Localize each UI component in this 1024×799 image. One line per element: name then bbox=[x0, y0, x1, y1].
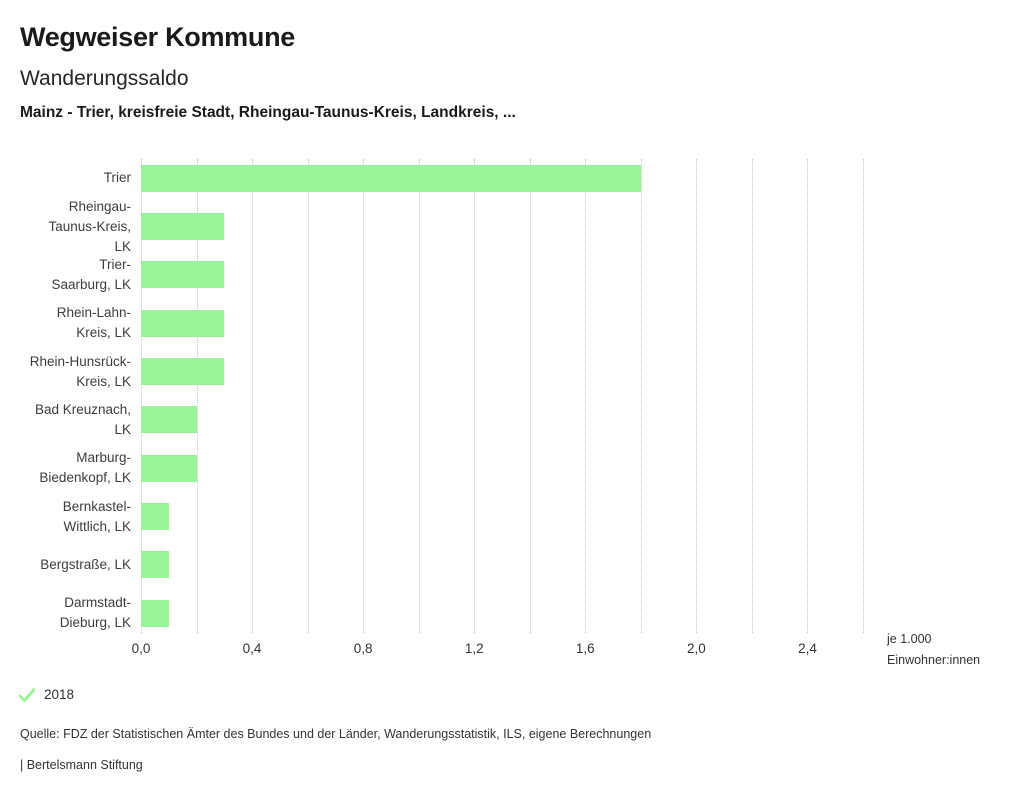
category-label: Trier bbox=[103, 170, 131, 186]
gridline bbox=[307, 159, 309, 633]
gridline bbox=[363, 159, 365, 633]
legend-item-2018[interactable]: 2018 bbox=[19, 687, 74, 702]
bar[interactable] bbox=[141, 358, 225, 386]
axis-unit-line-2: Einwohner:innen bbox=[887, 653, 981, 667]
chart-row: Trier- Saarburg, LK bbox=[0, 251, 863, 299]
branding-text: | Bertelsmann Stiftung bbox=[20, 758, 143, 772]
chart-row: Bad Kreuznach, LK bbox=[0, 396, 863, 444]
gridline bbox=[807, 159, 809, 633]
gridline bbox=[418, 159, 420, 633]
chart-row: Rhein-Hunsrück- Kreis, LK bbox=[0, 347, 863, 395]
bar[interactable] bbox=[141, 261, 225, 289]
gridline bbox=[696, 159, 698, 633]
bar[interactable] bbox=[141, 309, 225, 337]
chart-title: Wanderungssaldo bbox=[20, 67, 189, 90]
gridline bbox=[474, 159, 476, 633]
gridline bbox=[252, 159, 254, 633]
x-tick-label: 0,0 bbox=[131, 641, 151, 656]
axis-unit-line-1: je 1.000 bbox=[887, 632, 932, 646]
bar[interactable] bbox=[141, 503, 169, 531]
category-label: Rhein-Lahn- Kreis, LK bbox=[56, 305, 131, 341]
category-label: Marburg- Biedenkopf, LK bbox=[39, 450, 131, 486]
chart-rows: Trier Rheingau- Taunus-Kreis, LK Trier- Saarb… bbox=[0, 154, 863, 637]
x-tick-label: 0,4 bbox=[242, 641, 262, 656]
gridline bbox=[196, 159, 198, 633]
bar-track bbox=[141, 358, 863, 386]
category-label: Bad Kreuznach, LK bbox=[34, 401, 131, 437]
x-tick-label: 0,8 bbox=[353, 641, 373, 656]
x-tick-label: 1,6 bbox=[575, 641, 595, 656]
gridline bbox=[640, 159, 642, 633]
bar-track bbox=[141, 599, 863, 627]
bar[interactable] bbox=[141, 213, 225, 241]
chart-row: Rhein-Lahn- Kreis, LK bbox=[0, 299, 863, 347]
x-tick-label: 2,4 bbox=[798, 641, 817, 656]
bar-track bbox=[141, 309, 863, 337]
gridline bbox=[141, 159, 142, 633]
bar-chart: Trier Rheingau- Taunus-Kreis, LK Trier- Saarb… bbox=[0, 154, 1000, 674]
gridline bbox=[529, 159, 531, 633]
bar[interactable] bbox=[141, 551, 169, 579]
chart-row: Rheingau- Taunus-Kreis, LK bbox=[0, 199, 863, 254]
source-text: Quelle: FDZ der Statistischen Ämter des … bbox=[20, 727, 652, 741]
bar-track bbox=[141, 503, 863, 531]
category-label: Rheingau- Taunus-Kreis, LK bbox=[48, 198, 131, 254]
bar[interactable] bbox=[141, 164, 641, 192]
chart-row: Darmstadt- Dieburg, LK bbox=[0, 589, 863, 637]
bar-track bbox=[141, 551, 863, 579]
category-label: Bernkastel- Wittlich, LK bbox=[62, 498, 131, 534]
bar[interactable] bbox=[141, 599, 169, 627]
bar-track bbox=[141, 164, 863, 192]
chart-row: Marburg- Biedenkopf, LK bbox=[0, 444, 863, 492]
chart-row: Bergstraße, LK bbox=[0, 541, 863, 589]
axis-unit-label: je 1.000 Einwohner:innen bbox=[887, 629, 980, 671]
legend-year-label: 2018 bbox=[44, 687, 75, 702]
bar-track bbox=[141, 261, 863, 289]
gridlines-layer bbox=[141, 159, 864, 633]
gridline bbox=[863, 159, 864, 633]
bar[interactable] bbox=[141, 454, 197, 482]
x-tick-label: 2,0 bbox=[686, 641, 706, 656]
bar-track bbox=[141, 213, 863, 241]
category-label: Rhein-Hunsrück- Kreis, LK bbox=[29, 353, 131, 389]
bar[interactable] bbox=[141, 406, 197, 434]
chart-selection-line: Mainz - Trier, kreisfreie Stadt, Rheinga… bbox=[20, 104, 516, 121]
category-label: Trier- Saarburg, LK bbox=[51, 256, 131, 292]
chart-row: Trier bbox=[0, 154, 863, 202]
gridline bbox=[751, 159, 753, 633]
check-icon bbox=[19, 687, 35, 702]
bar-track bbox=[141, 406, 863, 434]
x-axis: 0,0 0,4 0,8 1,2 1,6 2,0 2,4 bbox=[132, 641, 863, 659]
page-title: Wegweiser Kommune bbox=[20, 22, 295, 52]
category-label: Bergstraße, LK bbox=[40, 556, 131, 572]
x-tick-label: 1,2 bbox=[464, 641, 484, 656]
chart-row: Bernkastel- Wittlich, LK bbox=[0, 492, 863, 540]
bar-track bbox=[141, 454, 863, 482]
category-label: Darmstadt- Dieburg, LK bbox=[59, 595, 131, 631]
gridline bbox=[585, 159, 587, 633]
